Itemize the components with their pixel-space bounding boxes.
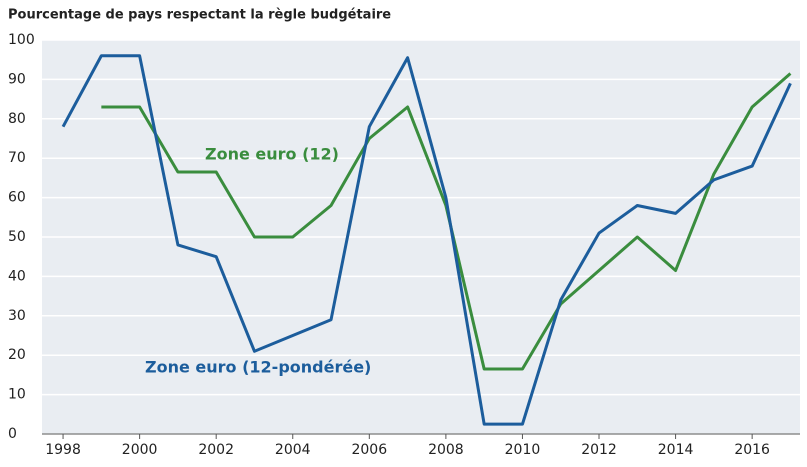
chart-title: Pourcentage de pays respectant la règle …: [8, 8, 391, 23]
x-tick-label: 2008: [428, 442, 464, 458]
y-tick-label: 80: [8, 111, 26, 127]
x-tick-label: 2002: [198, 442, 234, 458]
y-tick-label: 60: [8, 190, 26, 206]
y-tick-label: 40: [8, 268, 26, 284]
y-tick-label: 0: [8, 426, 17, 442]
y-tick-label: 70: [8, 150, 26, 166]
x-tick-label: 2016: [734, 442, 770, 458]
y-tick-label: 100: [8, 32, 35, 48]
x-tick-label: 2000: [122, 442, 158, 458]
series-label: Zone euro (12): [205, 145, 339, 164]
y-tick-label: 20: [8, 347, 26, 363]
x-tick-label: 2010: [505, 442, 541, 458]
y-tick-label: 90: [8, 71, 26, 87]
x-tick-label: 2014: [658, 442, 694, 458]
y-tick-label: 30: [8, 308, 26, 324]
series-label: Zone euro (12-pondérée): [145, 358, 371, 377]
y-tick-label: 50: [8, 229, 26, 245]
x-tick-label: 2004: [275, 442, 311, 458]
series-line: [61, 54, 792, 426]
x-tick-label: 1998: [45, 442, 81, 458]
x-tick-label: 2006: [351, 442, 387, 458]
x-tick-label: 2012: [581, 442, 617, 458]
y-tick-label: 10: [8, 387, 26, 403]
